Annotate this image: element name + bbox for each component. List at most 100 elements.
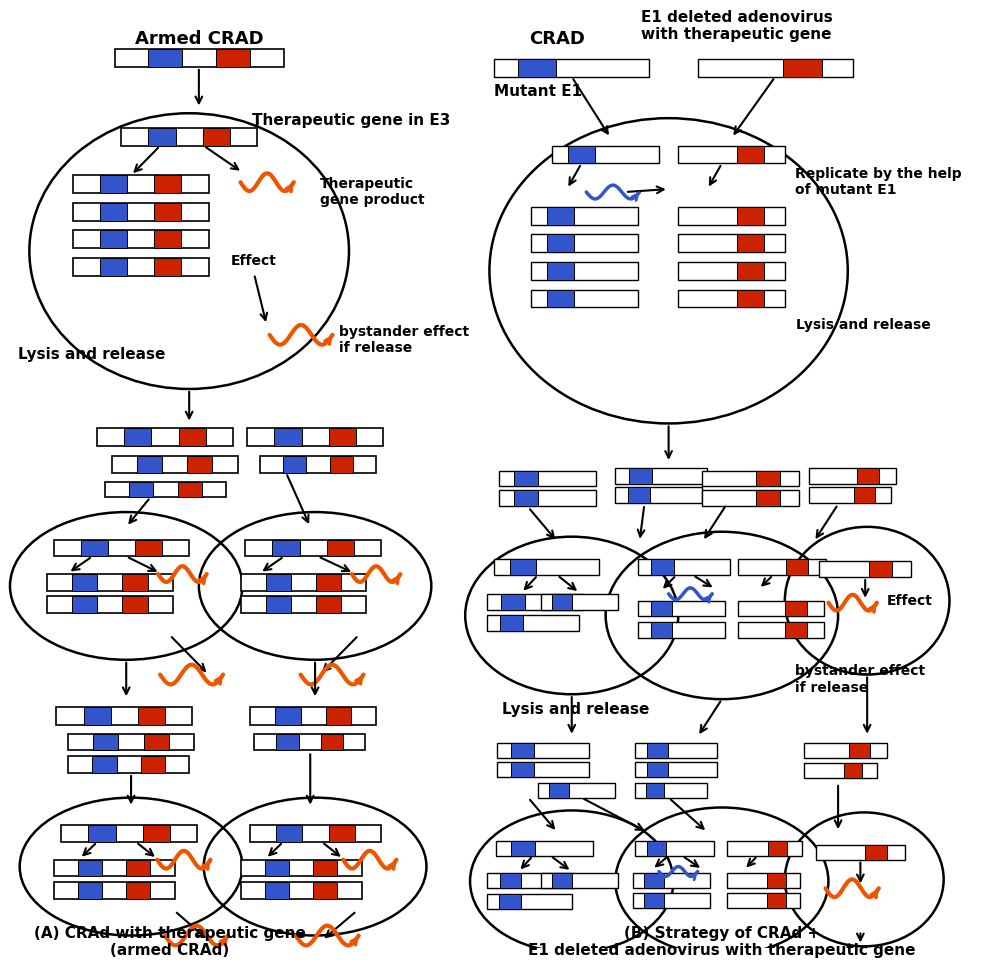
- Bar: [499, 471, 595, 486]
- Bar: [100, 258, 127, 275]
- Bar: [540, 594, 617, 610]
- Bar: [547, 207, 574, 224]
- Bar: [737, 262, 762, 279]
- Bar: [121, 128, 256, 145]
- Bar: [325, 707, 351, 725]
- Bar: [628, 468, 651, 483]
- Bar: [500, 615, 523, 631]
- Bar: [547, 290, 574, 307]
- Bar: [326, 539, 354, 557]
- Bar: [313, 860, 337, 876]
- Bar: [737, 234, 762, 252]
- Bar: [510, 560, 536, 575]
- Bar: [547, 262, 574, 279]
- Bar: [646, 743, 667, 758]
- Bar: [253, 734, 365, 750]
- Bar: [241, 860, 361, 876]
- Bar: [275, 707, 300, 725]
- Bar: [62, 825, 197, 842]
- Bar: [57, 707, 192, 725]
- Bar: [72, 574, 97, 591]
- Bar: [177, 482, 202, 497]
- Bar: [100, 203, 127, 221]
- Bar: [93, 734, 118, 750]
- Bar: [68, 734, 194, 750]
- Bar: [124, 429, 151, 446]
- Bar: [784, 622, 806, 638]
- Bar: [92, 756, 116, 773]
- Bar: [501, 594, 525, 610]
- Bar: [628, 487, 649, 504]
- Bar: [316, 596, 341, 612]
- Bar: [755, 490, 779, 507]
- Bar: [140, 756, 165, 773]
- Text: CRAD: CRAD: [529, 30, 584, 47]
- Bar: [531, 290, 637, 307]
- Bar: [726, 873, 799, 888]
- Bar: [68, 756, 189, 773]
- Bar: [645, 783, 663, 797]
- Bar: [531, 207, 637, 224]
- Bar: [54, 860, 175, 876]
- Bar: [81, 539, 107, 557]
- Bar: [538, 783, 614, 797]
- Text: (A) CRAd with therapeutic gene
(armed CRAd): (A) CRAd with therapeutic gene (armed CR…: [34, 925, 305, 958]
- Text: bystander effect
if release: bystander effect if release: [339, 325, 469, 354]
- Bar: [216, 49, 249, 67]
- Bar: [272, 539, 299, 557]
- Bar: [329, 455, 353, 473]
- Bar: [313, 882, 337, 899]
- Bar: [264, 882, 288, 899]
- Bar: [552, 873, 572, 888]
- Bar: [737, 145, 762, 164]
- Bar: [246, 539, 381, 557]
- Text: Mutant E1: Mutant E1: [494, 84, 581, 98]
- Bar: [154, 203, 181, 221]
- Bar: [634, 841, 714, 856]
- Bar: [803, 764, 876, 778]
- Text: Lysis and release: Lysis and release: [18, 347, 165, 362]
- Bar: [568, 145, 594, 164]
- Bar: [854, 487, 874, 504]
- Bar: [100, 175, 127, 193]
- Bar: [143, 734, 169, 750]
- Bar: [126, 882, 150, 899]
- Bar: [818, 561, 910, 577]
- Bar: [494, 560, 598, 575]
- Bar: [122, 574, 147, 591]
- Bar: [511, 743, 534, 758]
- Bar: [510, 841, 535, 856]
- Bar: [328, 825, 355, 842]
- Text: Effect: Effect: [231, 254, 276, 268]
- Bar: [726, 841, 801, 856]
- Bar: [511, 762, 534, 777]
- Bar: [265, 574, 290, 591]
- Bar: [651, 560, 674, 575]
- Bar: [83, 707, 110, 725]
- Bar: [486, 895, 572, 909]
- Bar: [702, 471, 798, 486]
- Text: Lysis and release: Lysis and release: [502, 701, 649, 716]
- Bar: [276, 734, 298, 750]
- Bar: [499, 895, 520, 909]
- Bar: [496, 841, 592, 856]
- Bar: [784, 601, 806, 616]
- Bar: [650, 601, 672, 616]
- Bar: [737, 290, 762, 307]
- Bar: [276, 825, 302, 842]
- Text: Therapeutic
gene product: Therapeutic gene product: [320, 177, 424, 207]
- Bar: [634, 743, 717, 758]
- Bar: [241, 574, 366, 591]
- Bar: [634, 783, 707, 797]
- Bar: [632, 873, 710, 888]
- Bar: [843, 764, 862, 778]
- Bar: [738, 560, 825, 575]
- Bar: [47, 596, 173, 612]
- Bar: [702, 490, 798, 507]
- Bar: [634, 762, 717, 777]
- Bar: [73, 258, 209, 275]
- Bar: [122, 596, 147, 612]
- Bar: [54, 539, 189, 557]
- Bar: [517, 59, 556, 77]
- Bar: [697, 59, 852, 77]
